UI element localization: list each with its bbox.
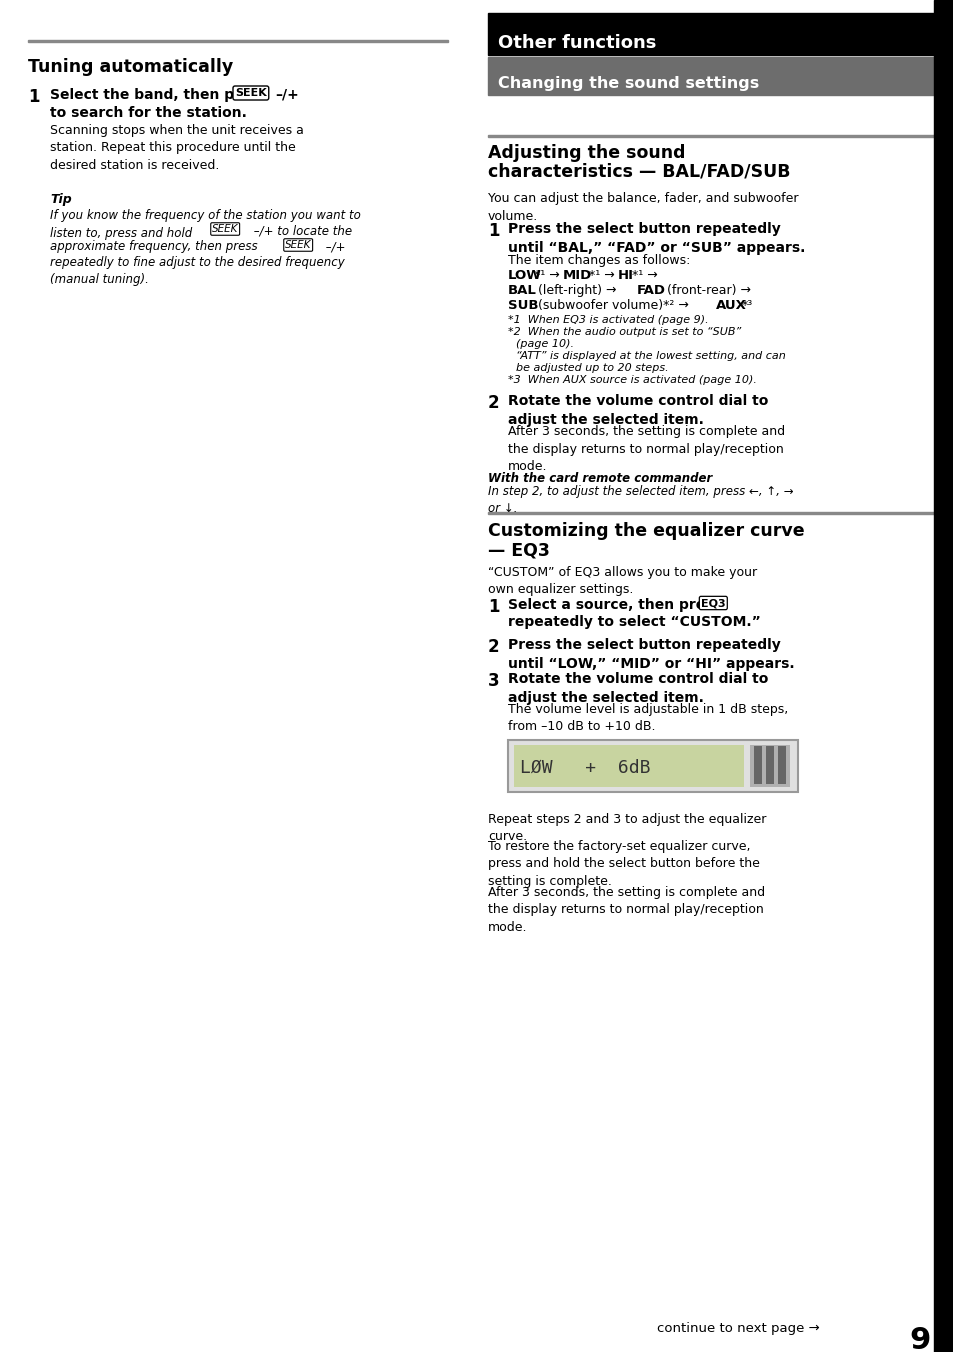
Text: You can adjust the balance, fader, and subwoofer
volume.: You can adjust the balance, fader, and s… (488, 192, 798, 223)
Text: LOW: LOW (507, 269, 541, 283)
Text: The volume level is adjustable in 1 dB steps,
from –10 dB to +10 dB.: The volume level is adjustable in 1 dB s… (507, 703, 787, 734)
Text: MID: MID (562, 269, 592, 283)
Text: Rotate the volume control dial to
adjust the selected item.: Rotate the volume control dial to adjust… (507, 393, 767, 427)
Bar (507, 740, 797, 792)
Text: SEEK: SEEK (234, 88, 267, 97)
Text: *¹ →: *¹ → (534, 269, 563, 283)
Text: 1: 1 (28, 88, 39, 105)
Text: (subwoofer volume)*² →: (subwoofer volume)*² → (534, 299, 692, 312)
Text: (page 10).: (page 10). (516, 339, 574, 349)
Text: Changing the sound settings: Changing the sound settings (497, 76, 759, 91)
Bar (753, 746, 761, 784)
Text: *¹ →: *¹ → (631, 269, 657, 283)
Text: Other functions: Other functions (497, 34, 656, 51)
Text: Tip: Tip (50, 193, 71, 206)
Text: SEEK: SEEK (212, 224, 238, 234)
Text: Adjusting the sound: Adjusting the sound (488, 145, 685, 162)
Bar (933, 0, 953, 1352)
Text: be adjusted up to 20 steps.: be adjusted up to 20 steps. (516, 362, 668, 373)
Text: Repeat steps 2 and 3 to adjust the equalizer
curve.: Repeat steps 2 and 3 to adjust the equal… (488, 813, 765, 844)
Bar (488, 57, 933, 95)
Text: “CUSTOM” of EQ3 allows you to make your
own equalizer settings.: “CUSTOM” of EQ3 allows you to make your … (488, 566, 757, 596)
Text: 1: 1 (488, 598, 499, 617)
Text: Select a source, then press: Select a source, then press (507, 598, 726, 612)
Text: “ATT” is displayed at the lowest setting, and can: “ATT” is displayed at the lowest setting… (516, 352, 785, 361)
Bar (514, 745, 743, 787)
Bar (778, 746, 785, 784)
Text: approximate frequency, then press: approximate frequency, then press (50, 241, 261, 253)
Text: –/+: –/+ (274, 88, 298, 101)
Text: Scanning stops when the unit receives a
station. Repeat this procedure until the: Scanning stops when the unit receives a … (50, 124, 304, 172)
Text: BAL: BAL (507, 284, 537, 297)
Text: AUX: AUX (716, 299, 746, 312)
Text: *³: *³ (741, 299, 753, 312)
Text: *3  When AUX source is activated (page 10).: *3 When AUX source is activated (page 10… (507, 375, 756, 385)
Text: If you know the frequency of the station you want to
listen to, press and hold: If you know the frequency of the station… (50, 210, 360, 239)
Bar (749, 745, 789, 787)
Text: –/+: –/+ (322, 241, 345, 253)
Text: To restore the factory-set equalizer curve,
press and hold the select button bef: To restore the factory-set equalizer cur… (488, 840, 760, 888)
Bar (28, 39, 448, 42)
Text: 1: 1 (488, 222, 499, 241)
Text: With the card remote commander: With the card remote commander (488, 472, 712, 485)
Text: characteristics — BAL/FAD/SUB: characteristics — BAL/FAD/SUB (488, 164, 790, 181)
Text: After 3 seconds, the setting is complete and
the display returns to normal play/: After 3 seconds, the setting is complete… (507, 425, 784, 473)
Text: repeatedly to select “CUSTOM.”: repeatedly to select “CUSTOM.” (507, 615, 760, 629)
Bar (488, 134, 933, 137)
Bar (488, 511, 933, 514)
Text: Customizing the equalizer curve: Customizing the equalizer curve (488, 522, 803, 539)
Text: repeatedly to fine adjust to the desired frequency
(manual tuning).: repeatedly to fine adjust to the desired… (50, 256, 344, 287)
Text: LØW   +  6dB: LØW + 6dB (519, 758, 650, 777)
Text: SEEK: SEEK (285, 241, 311, 250)
Text: to search for the station.: to search for the station. (50, 105, 247, 120)
Text: Tuning automatically: Tuning automatically (28, 58, 233, 76)
Text: –/+ to locate the: –/+ to locate the (250, 224, 352, 237)
Text: continue to next page →: continue to next page → (657, 1322, 820, 1334)
Text: The item changes as follows:: The item changes as follows: (507, 254, 690, 266)
Bar (488, 14, 933, 55)
Text: Press the select button repeatedly
until “BAL,” “FAD” or “SUB” appears.: Press the select button repeatedly until… (507, 222, 804, 256)
Text: *1  When EQ3 is activated (page 9).: *1 When EQ3 is activated (page 9). (507, 315, 708, 324)
Text: 3: 3 (488, 672, 499, 690)
Text: HI: HI (618, 269, 634, 283)
Text: *2  When the audio output is set to “SUB”: *2 When the audio output is set to “SUB” (507, 327, 740, 337)
Text: EQ3: EQ3 (700, 598, 725, 608)
Bar (765, 746, 773, 784)
Text: In step 2, to adjust the selected item, press ←, ↑, →
or ↓.: In step 2, to adjust the selected item, … (488, 485, 793, 515)
Text: Rotate the volume control dial to
adjust the selected item.: Rotate the volume control dial to adjust… (507, 672, 767, 704)
Text: Select the band, then press: Select the band, then press (50, 88, 272, 101)
Text: 2: 2 (488, 393, 499, 412)
Text: (front-rear) →: (front-rear) → (662, 284, 750, 297)
Text: Press the select button repeatedly
until “LOW,” “MID” or “HI” appears.: Press the select button repeatedly until… (507, 638, 794, 671)
Text: SUB: SUB (507, 299, 537, 312)
Text: FAD: FAD (637, 284, 665, 297)
Text: — EQ3: — EQ3 (488, 541, 549, 558)
Text: After 3 seconds, the setting is complete and
the display returns to normal play/: After 3 seconds, the setting is complete… (488, 886, 764, 934)
Text: 2: 2 (488, 638, 499, 656)
Text: (left-right) →: (left-right) → (534, 284, 619, 297)
Text: *¹ →: *¹ → (588, 269, 618, 283)
Text: 9: 9 (908, 1326, 930, 1352)
